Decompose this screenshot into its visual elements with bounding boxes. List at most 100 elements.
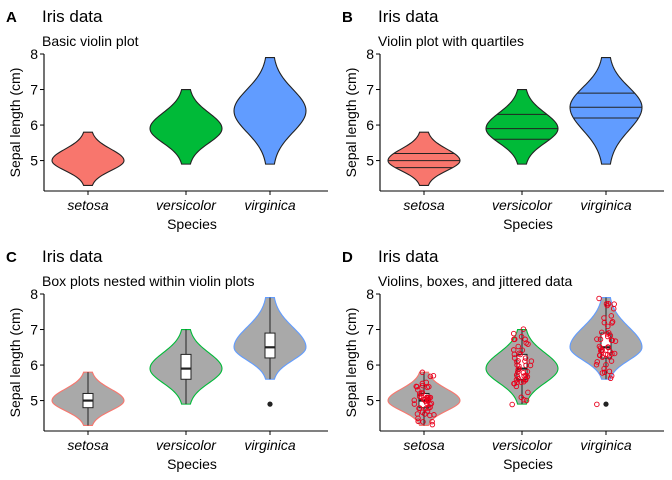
jitter-point-versicolor	[527, 362, 534, 369]
y-tick-label: 7	[30, 322, 38, 338]
jitter-point-versicolor	[516, 366, 522, 372]
panel-tag: A	[6, 9, 17, 26]
x-axis-label: Species	[167, 216, 217, 232]
jitter-point-virginica	[601, 365, 607, 372]
jitter-point-setosa	[411, 401, 418, 407]
x-tick-label: setosa	[67, 437, 108, 453]
y-tick-label: 6	[366, 357, 374, 373]
jitter-point-setosa	[424, 397, 431, 403]
violin-setosa	[387, 131, 461, 186]
jitter-point-setosa	[424, 394, 430, 400]
jitter-point-versicolor	[510, 330, 517, 337]
jitter-point-virginica	[596, 352, 603, 359]
jitter-point-versicolor	[519, 347, 526, 353]
jitter-point-setosa	[420, 419, 426, 425]
jitter-point-setosa	[424, 384, 431, 391]
jitter-point-versicolor	[515, 343, 521, 350]
y-tick-label: 5	[366, 393, 374, 409]
x-axis-label: Species	[503, 216, 553, 232]
jitter-point-setosa	[427, 412, 433, 419]
y-tick-label: 8	[366, 286, 374, 302]
y-tick-label: 7	[366, 82, 374, 98]
jitter-point-virginica	[606, 354, 613, 360]
panel-tag: C	[6, 249, 17, 266]
jitter-point-versicolor	[523, 397, 530, 404]
panel-subtitle: Basic violin plot	[42, 33, 139, 49]
violin-versicolor	[485, 88, 559, 165]
x-tick-label: versicolor	[492, 437, 553, 453]
jitter-point-setosa	[416, 393, 423, 400]
x-tick-label: setosa	[403, 197, 444, 213]
jitter-point-virginica	[598, 347, 604, 353]
violin-versicolor	[149, 88, 223, 165]
y-tick-label: 8	[366, 46, 374, 62]
jitter-point-versicolor	[511, 355, 518, 361]
jitter-point-virginica	[612, 338, 619, 344]
jitter-point-virginica	[605, 301, 612, 307]
jitter-point-setosa	[416, 405, 423, 411]
y-tick-label: 5	[30, 393, 38, 409]
y-tick-label: 8	[30, 286, 38, 302]
jitter-point-setosa	[429, 421, 436, 428]
jitter-point-setosa	[415, 415, 421, 422]
jitter-point-versicolor	[522, 336, 528, 343]
x-tick-label: virginica	[244, 197, 296, 213]
y-tick-label: 5	[366, 153, 374, 169]
x-tick-label: setosa	[67, 197, 108, 213]
jitter-point-versicolor	[517, 351, 523, 358]
jitter-point-virginica	[606, 368, 613, 375]
outlier-point-virginica	[267, 401, 273, 407]
jitter-point-virginica	[599, 354, 606, 360]
jitter-point-versicolor	[520, 326, 527, 332]
jitter-point-virginica	[608, 313, 615, 319]
x-tick-label: virginica	[580, 197, 632, 213]
panel-title: Iris data	[42, 247, 103, 266]
y-tick-label: 7	[366, 322, 374, 338]
y-axis-label: Sepal length (cm)	[7, 308, 23, 418]
y-axis-label: Sepal length (cm)	[343, 308, 359, 418]
jitter-point-versicolor	[518, 379, 524, 385]
y-tick-label: 6	[366, 117, 374, 133]
jitter-point-virginica	[608, 373, 615, 379]
panel-subtitle: Violin plot with quartiles	[378, 33, 524, 49]
jitter-point-virginica	[606, 330, 612, 336]
panel-d: D Iris data Violins, boxes, and jittered d…	[342, 247, 664, 472]
panel-tag: B	[342, 9, 353, 26]
jitter-point-virginica	[602, 351, 609, 358]
jitter-point-virginica	[597, 345, 604, 351]
jitter-point-setosa	[427, 401, 433, 407]
jitter-point-versicolor	[514, 359, 520, 365]
jitter-point-virginica	[605, 323, 611, 330]
jitter-point-versicolor	[514, 379, 520, 386]
jitter-point-setosa	[419, 382, 426, 389]
panel-subtitle: Violins, boxes, and jittered data	[378, 273, 573, 289]
jitter-point-virginica	[611, 301, 617, 307]
x-tick-label: virginica	[580, 437, 632, 453]
jitter-point-versicolor	[515, 358, 521, 364]
jitter-point-virginica	[594, 359, 601, 365]
jitter-point-versicolor	[514, 373, 521, 380]
jitter-point-virginica	[603, 301, 610, 307]
jitter-point-versicolor	[525, 389, 531, 396]
jitter-point-virginica	[596, 295, 602, 302]
panel-c: C Iris data Box plots nested within violin…	[6, 247, 328, 472]
x-axis-label: Species	[167, 456, 217, 472]
y-tick-label: 8	[30, 46, 38, 62]
y-axis-label: Sepal length (cm)	[7, 68, 23, 178]
jitter-point-setosa	[430, 373, 437, 379]
jitter-point-versicolor	[522, 355, 529, 361]
panel-title: Iris data	[378, 247, 439, 266]
box-virginica	[264, 332, 276, 359]
jitter-point-setosa	[419, 369, 426, 376]
jitter-point-virginica	[605, 344, 611, 350]
panel-b: B Iris data Violin plot with quartiles 5 6 7 8…	[342, 7, 664, 232]
violin-setosa	[51, 131, 125, 186]
jitter-point-setosa	[431, 412, 437, 418]
x-axis-label: Species	[503, 456, 553, 472]
jitter-point-virginica	[604, 331, 611, 337]
jitter-point-virginica	[597, 336, 604, 343]
jitter-point-versicolor	[513, 377, 520, 383]
jitter-point-setosa	[415, 387, 421, 393]
panel-tag: D	[342, 249, 353, 266]
jitter-point-virginica	[608, 337, 615, 344]
